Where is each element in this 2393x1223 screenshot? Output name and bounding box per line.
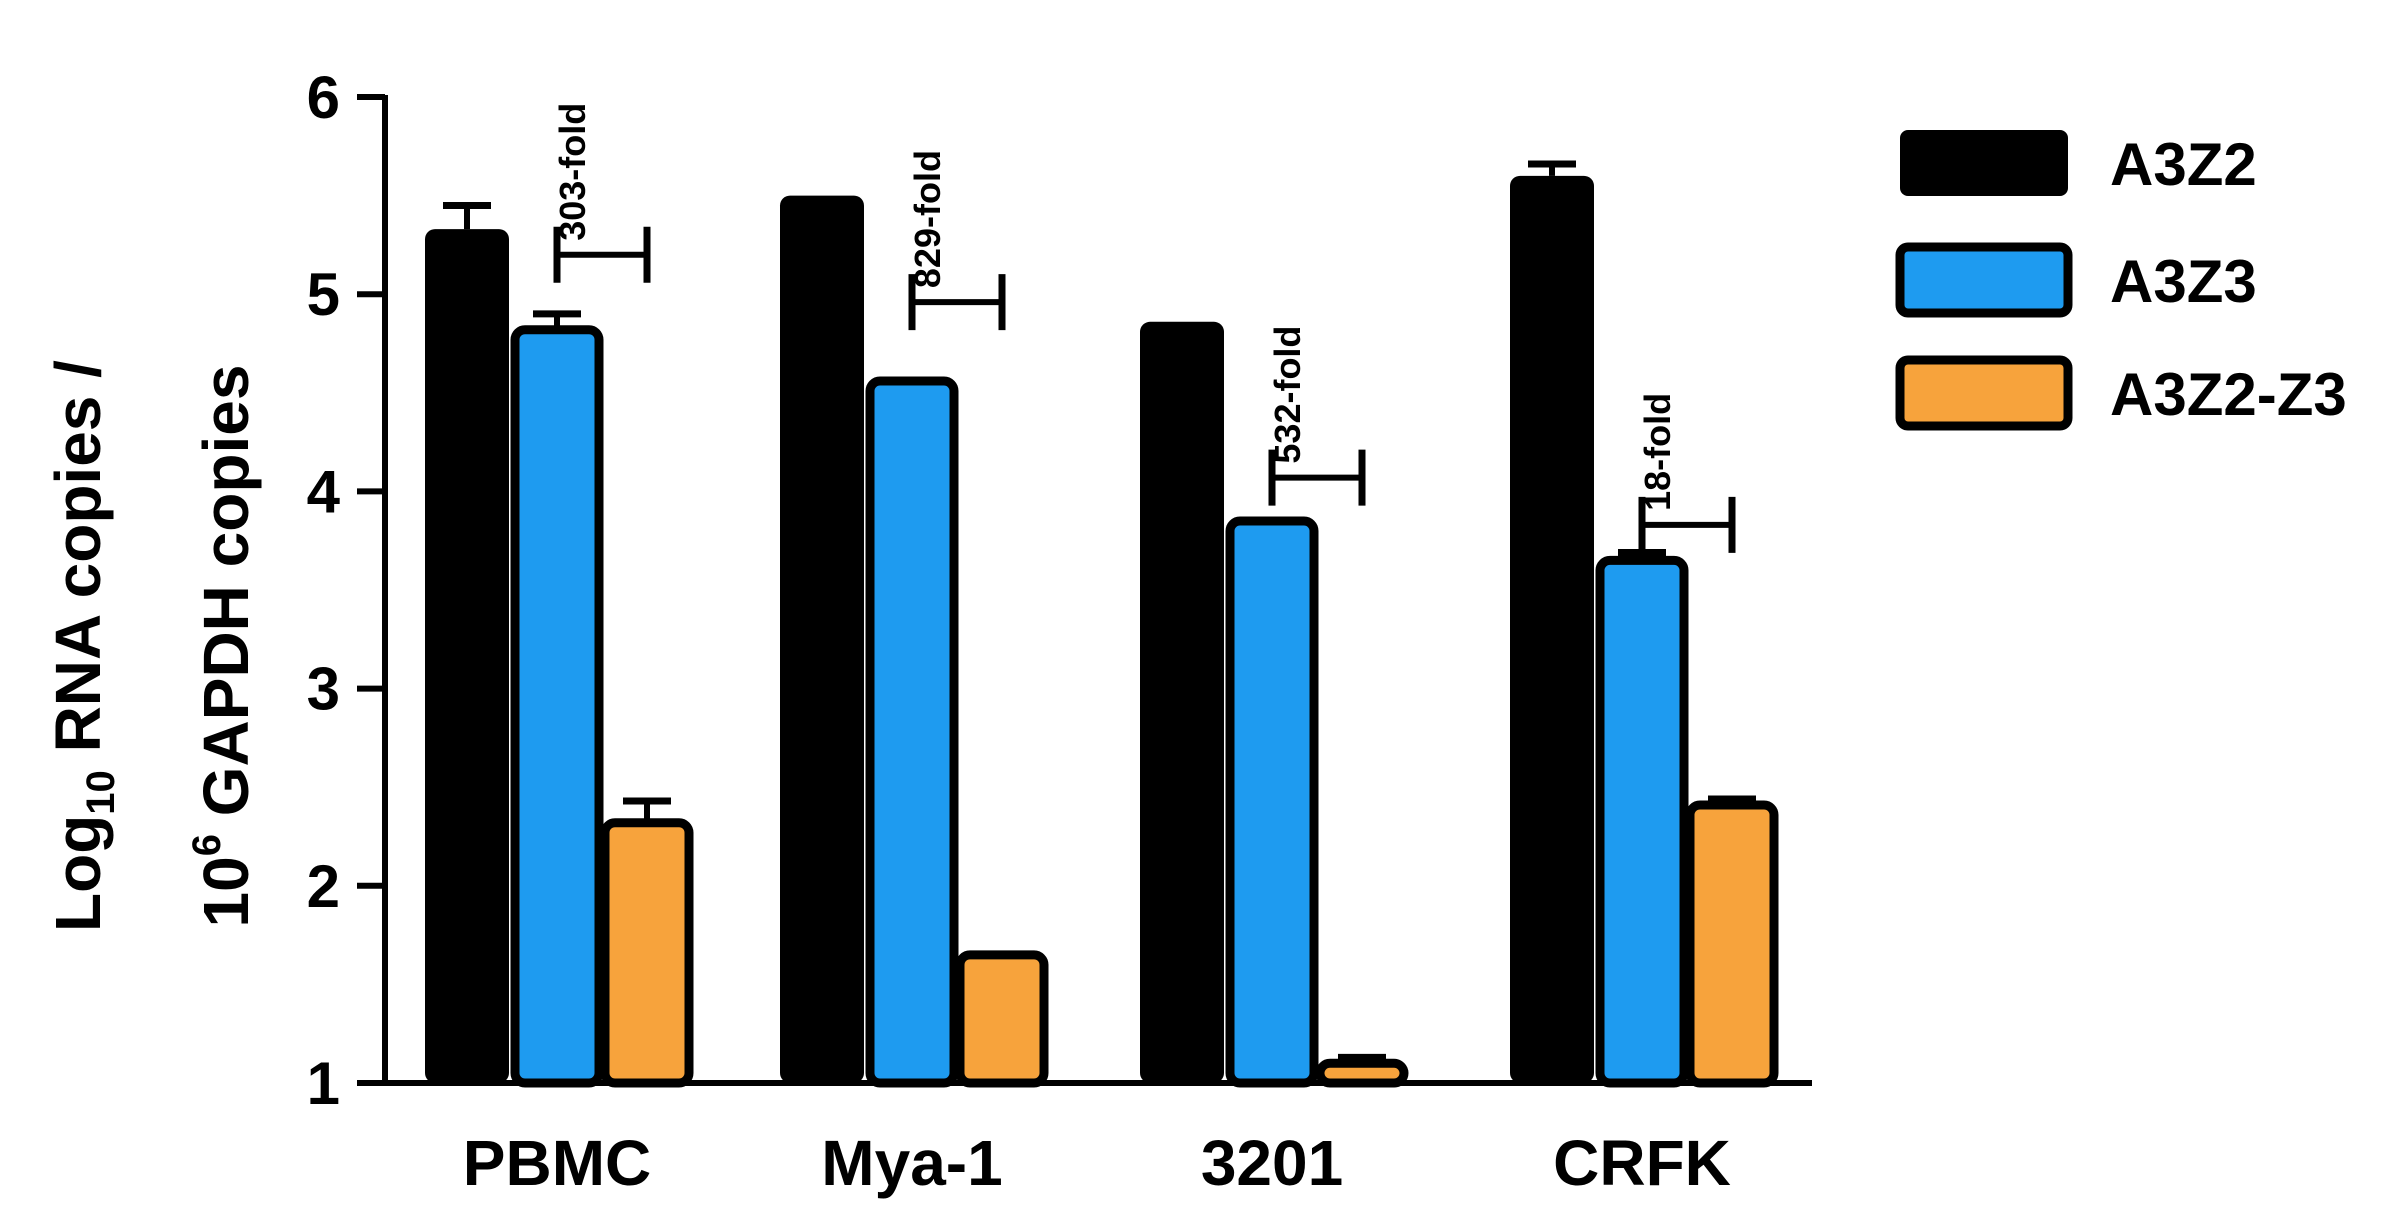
bar-a3z2-crfk	[1510, 175, 1594, 1083]
y-tick-label: 2	[307, 853, 340, 920]
legend-swatch-a3z2-z3	[1895, 355, 2073, 431]
bar-a3z2-mya-1	[780, 195, 864, 1084]
y-axis-title: Log10 RNA copies / 106 GAPDH copies	[42, 360, 262, 932]
y-tick-label: 4	[307, 458, 341, 525]
legend-label-a3z2: A3Z2	[2110, 131, 2257, 198]
fold-change-label: 303-fold	[552, 103, 593, 241]
legend-swatch-a3z2	[1900, 130, 2068, 196]
bar-a3z3-mya-1	[865, 376, 959, 1088]
bar-a3z2-z3-pbmc	[600, 818, 694, 1088]
bar-a3z2-3201	[1140, 321, 1224, 1084]
bar-a3z2-z3-crfk	[1685, 800, 1779, 1088]
y-axis-title-line-1: Log10 RNA copies /	[42, 360, 123, 932]
legend-label-a3z2-z3: A3Z2-Z3	[2110, 361, 2347, 428]
plot-area: 1 2 3 4 5 6 PBMC Mya-1 3201 CRFK 303-fold 829-fold 5…	[307, 64, 1812, 1199]
fold-change-label: 829-fold	[907, 150, 948, 288]
bar-a3z3-3201	[1225, 516, 1319, 1088]
legend-swatch-a3z3	[1895, 242, 2073, 318]
x-category-label: Mya-1	[821, 1127, 1002, 1199]
y-axis-title-line-2: 106 GAPDH copies	[185, 365, 262, 928]
fold-change-label: 532-fold	[1267, 326, 1308, 464]
y-tick-label: 1	[307, 1050, 340, 1117]
x-category-label: 3201	[1201, 1127, 1343, 1199]
bar-a3z2-z3-mya-1	[955, 950, 1049, 1088]
bar-a3z3-crfk	[1595, 555, 1689, 1088]
x-category-label: CRFK	[1553, 1127, 1731, 1199]
legend-label-a3z3: A3Z3	[2110, 248, 2257, 315]
x-category-label: PBMC	[463, 1127, 651, 1199]
bar-a3z2-z3-3201	[1315, 1058, 1409, 1088]
bar-a3z2-pbmc	[425, 229, 509, 1083]
bar-a3z3-pbmc	[510, 325, 604, 1088]
y-tick-label: 5	[307, 261, 340, 328]
y-tick-label: 6	[307, 64, 340, 131]
y-tick-label: 3	[307, 656, 340, 723]
legend: A3Z2 A3Z3 A3Z2-Z3	[1895, 130, 2347, 431]
fold-change-label: 18-fold	[1637, 393, 1678, 511]
